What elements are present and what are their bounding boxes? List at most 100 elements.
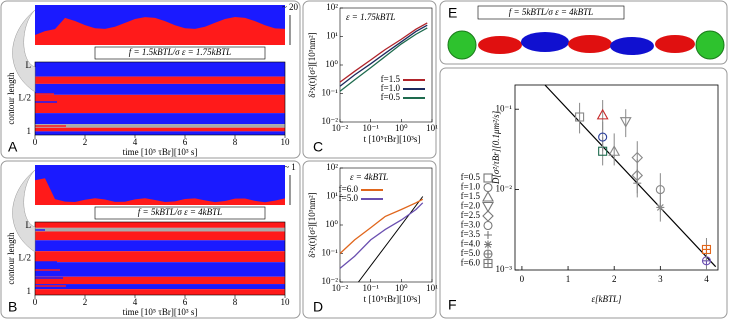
domain-band	[35, 83, 285, 95]
x-tick-label: 2	[83, 137, 88, 147]
annotation-box	[477, 5, 625, 20]
legend-label: f=1.0	[381, 83, 401, 93]
blue-domain	[521, 32, 569, 52]
legend-label: f=1.0	[461, 182, 481, 192]
legend-marker	[483, 249, 493, 259]
plot-border	[34, 221, 286, 296]
x-tick-label: 0	[520, 274, 525, 284]
legend-label: f=2.5	[461, 210, 481, 220]
bead	[447, 30, 477, 60]
x-tick-label: 10⁻¹	[362, 123, 379, 133]
legend-marker	[483, 258, 493, 269]
x-tick-label: 1	[566, 274, 571, 284]
marker-star	[656, 203, 665, 212]
x-tick-label: 10⁻²	[332, 283, 349, 293]
marker-down-triangle	[619, 117, 632, 128]
data-line	[339, 27, 428, 92]
panel-letter: E	[448, 5, 457, 21]
x-axis-label: t [10⁵τBr][10³s]	[364, 294, 421, 304]
data-line	[339, 24, 428, 87]
red-domain	[568, 35, 612, 53]
legend-label: f=6.0	[339, 184, 359, 194]
x-tick-label: 8	[233, 137, 238, 147]
x-tick-label: 6	[183, 137, 188, 147]
panel-b-frame	[0, 160, 301, 319]
blue-domain	[610, 37, 654, 55]
connector	[12, 169, 36, 253]
x-tick-label: 0	[33, 297, 38, 307]
domain-band	[35, 231, 285, 241]
data-point	[656, 203, 665, 212]
marker-plus	[484, 231, 492, 239]
y-tick-label: 10¹	[326, 191, 338, 201]
marker-plus	[633, 179, 642, 188]
data-point	[608, 145, 621, 156]
red-domain	[655, 35, 695, 53]
domain-band	[35, 240, 285, 252]
legend-label: f=0.5	[381, 92, 401, 102]
y-tick-label: 10⁻¹	[322, 88, 339, 98]
domain-band	[35, 289, 285, 295]
marker-star	[484, 240, 492, 249]
data-point	[701, 244, 712, 255]
domain-band	[35, 251, 285, 263]
marker-square	[483, 173, 493, 183]
x-tick-label: 10¹	[426, 123, 438, 133]
x-tick-label: 4	[133, 297, 138, 307]
legend-label: f=1.5	[381, 74, 401, 84]
x-tick-label: 4	[133, 137, 138, 147]
marker-plus	[484, 250, 492, 258]
x-tick-label: 10	[281, 297, 291, 307]
y-axis-label: δ²x(t)[σ²][10³nm²]	[307, 32, 317, 97]
x-tick-label: 6	[183, 297, 188, 307]
y-tick-label: 10⁻¹	[496, 103, 513, 113]
domain-band	[35, 62, 285, 77]
marker-triangle	[596, 108, 609, 120]
x-axis-label: time [10⁵ τBr][10³ s]	[123, 147, 198, 157]
marker-plus	[702, 245, 711, 254]
legend-label: f=5.0	[461, 248, 481, 258]
y-tick-label: 10⁻²	[496, 184, 513, 194]
y-tick-label: 10⁻¹	[322, 248, 339, 258]
domain-band	[35, 262, 285, 277]
annotation: f = 1.5kBTL/σ ε = 1.75kBTL	[129, 47, 231, 57]
y-tick-label: 10²	[326, 162, 338, 172]
data-point	[633, 179, 642, 188]
annotation-box	[94, 46, 266, 60]
legend-marker	[484, 231, 492, 239]
data-point	[596, 108, 609, 120]
y-tick-label: 1	[27, 286, 32, 296]
plot-border	[514, 84, 719, 271]
cluster-strip	[35, 165, 285, 205]
x-tick-label: 10⁰	[395, 123, 408, 133]
marker-down-triangle	[482, 201, 494, 213]
marker-circle	[598, 132, 608, 142]
legend-label: f=3.0	[461, 220, 481, 230]
marker-triangle	[482, 190, 494, 202]
y-axis-label: D[σ²/τBr][0.1μm²/s]	[491, 110, 501, 185]
plot-border	[339, 7, 433, 123]
legend-label: f=5.0	[339, 193, 359, 203]
data-point	[619, 117, 632, 128]
legend-marker	[482, 201, 494, 213]
y-tick-label: 10⁻³	[496, 264, 513, 274]
plot-border	[34, 61, 286, 136]
x-tick-label: 8	[233, 297, 238, 307]
connector	[12, 9, 36, 93]
domain-band	[35, 94, 285, 114]
domain-band	[35, 227, 285, 232]
data-point	[575, 112, 585, 122]
domain-band	[35, 124, 285, 128]
x-tick-label: 10	[281, 137, 291, 147]
annotation: ε = 4kBTL	[350, 172, 388, 182]
legend-marker	[483, 173, 493, 183]
x-tick-label: 2	[83, 297, 88, 307]
bead	[695, 30, 725, 60]
panel-letter: D	[313, 299, 323, 315]
y-tick-label: 10²	[326, 2, 338, 12]
domain-band	[35, 222, 285, 228]
cluster-annotation: ~ 1	[284, 162, 296, 172]
polymer-illustration	[447, 30, 725, 60]
panel-letter: F	[448, 297, 457, 313]
